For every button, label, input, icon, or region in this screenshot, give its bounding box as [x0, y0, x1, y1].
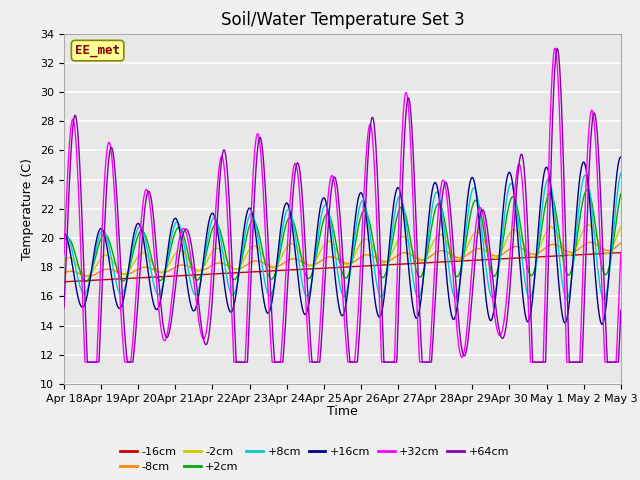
Title: Soil/Water Temperature Set 3: Soil/Water Temperature Set 3 — [221, 11, 464, 29]
X-axis label: Time: Time — [327, 405, 358, 418]
Text: EE_met: EE_met — [75, 44, 120, 57]
Legend: -16cm, -8cm, -2cm, +2cm, +8cm, +16cm, +32cm, +64cm: -16cm, -8cm, -2cm, +2cm, +8cm, +16cm, +3… — [116, 442, 513, 477]
Y-axis label: Temperature (C): Temperature (C) — [22, 158, 35, 260]
